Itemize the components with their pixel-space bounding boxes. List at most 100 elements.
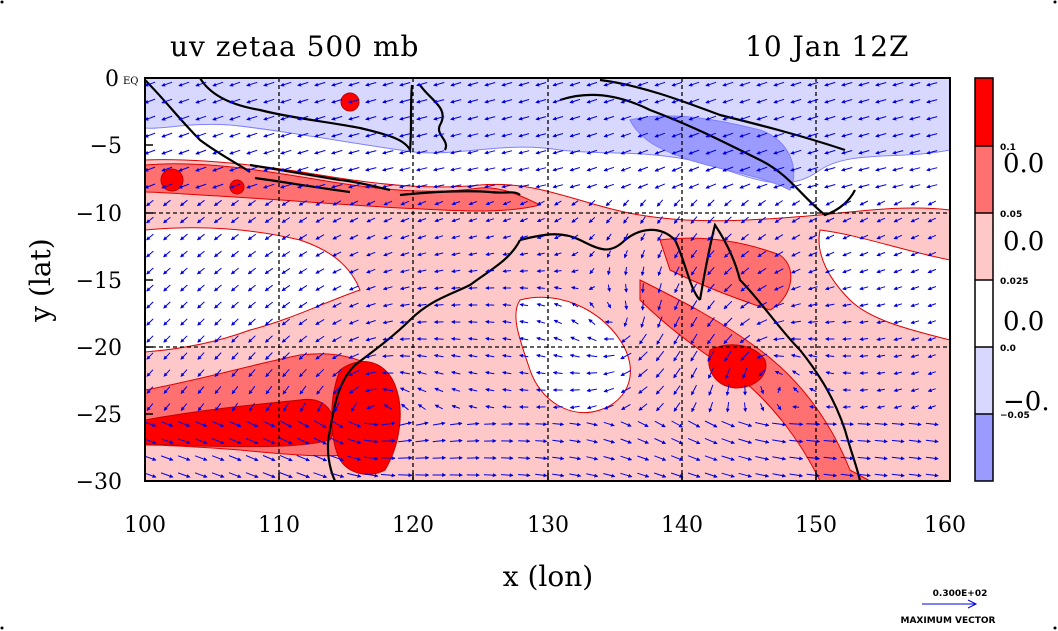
wind-vector (314, 81, 326, 87)
wind-vector (824, 81, 836, 87)
wind-vector (722, 183, 734, 189)
wind-vector (315, 234, 325, 240)
wind-vector (654, 98, 666, 104)
wind-vector (331, 81, 343, 87)
wind-vector (623, 317, 628, 328)
wind-vector (606, 233, 612, 241)
wind-vector (859, 217, 869, 223)
wind-vector (160, 455, 174, 461)
wind-vector (552, 405, 563, 410)
wind-vector (638, 351, 648, 361)
wind-vector (279, 420, 293, 428)
wind-vector (332, 302, 342, 308)
wind-vector (671, 455, 684, 461)
wind-vector (467, 167, 479, 172)
wind-vector (467, 150, 479, 155)
wind-vector (417, 200, 427, 206)
wind-vector (569, 116, 581, 121)
wind-vector (622, 199, 630, 207)
wind-vector (756, 115, 768, 121)
wind-vector (500, 473, 514, 478)
wind-vector (723, 267, 732, 275)
wind-vector (807, 115, 819, 121)
wind-vector (707, 317, 715, 328)
wind-vector (466, 438, 480, 443)
wind-vector (212, 132, 224, 138)
wind-vector (364, 473, 379, 478)
wind-vector (690, 233, 698, 242)
wind-vector (840, 422, 854, 427)
wind-vector (790, 285, 801, 291)
wind-vector (518, 184, 530, 189)
wind-vector (433, 150, 445, 155)
wind-vector (231, 335, 239, 343)
vorticity-field (145, 78, 950, 481)
wind-vector (518, 473, 531, 478)
wind-vector (927, 286, 937, 291)
wind-vector (910, 200, 920, 206)
wind-vector (247, 284, 256, 292)
wind-vector (893, 303, 903, 308)
wind-vector (212, 115, 224, 121)
wind-vector (687, 472, 701, 478)
wind-vector (536, 235, 545, 240)
wind-vector (194, 455, 208, 461)
wind-vector (178, 81, 190, 87)
wind-vector (299, 368, 307, 378)
wind-vector (586, 132, 598, 138)
wind-vector (399, 303, 410, 308)
wind-vector (654, 166, 666, 172)
wind-vector (468, 252, 478, 257)
wind-vector (348, 386, 359, 394)
wind-vector (671, 166, 683, 172)
wind-vector (926, 99, 938, 104)
wind-vector (416, 303, 427, 308)
wind-vector (297, 149, 309, 155)
wind-vector (721, 472, 735, 478)
wind-vector (791, 217, 801, 223)
wind-vector (893, 405, 902, 410)
wind-vector (723, 317, 733, 327)
wind-vector (347, 420, 362, 428)
wind-vector (620, 183, 631, 189)
wind-vector (620, 472, 633, 478)
coast-borneo (199, 78, 414, 154)
wind-vector (620, 132, 632, 138)
wind-vector (228, 455, 242, 462)
wind-vector (349, 200, 359, 206)
wind-vector (535, 99, 547, 104)
wind-vector (297, 98, 309, 104)
wind-vector (366, 268, 376, 274)
wind-vector (536, 302, 546, 307)
wind-vector (876, 269, 886, 274)
wind-vector (433, 167, 445, 172)
wind-vector (485, 235, 495, 240)
wind-vector (400, 200, 410, 206)
wind-vector (231, 369, 239, 378)
wind-vector (586, 183, 597, 189)
wind-vector (569, 81, 581, 87)
wind-vector (417, 269, 427, 274)
wind-vector (807, 286, 818, 291)
wind-vector (858, 167, 870, 172)
wind-vector (246, 183, 258, 189)
wind-vector (248, 385, 256, 395)
wind-vector (451, 370, 461, 375)
wind-vector (280, 149, 292, 155)
wind-vector (230, 301, 239, 309)
wind-vector (723, 284, 733, 293)
wind-vector (536, 285, 545, 290)
wind-vector (399, 286, 410, 291)
wind-vector (399, 269, 410, 274)
wind-vector (468, 370, 478, 375)
wind-vector (823, 473, 838, 478)
wind-vector (433, 353, 444, 358)
wind-vector (755, 456, 770, 461)
wind-vector (212, 166, 224, 172)
wind-vector (180, 301, 188, 309)
wind-vector (926, 133, 938, 138)
wind-vector (248, 369, 256, 378)
wind-vector (688, 115, 700, 121)
wind-vector (552, 370, 563, 375)
wind-vector (485, 319, 495, 324)
